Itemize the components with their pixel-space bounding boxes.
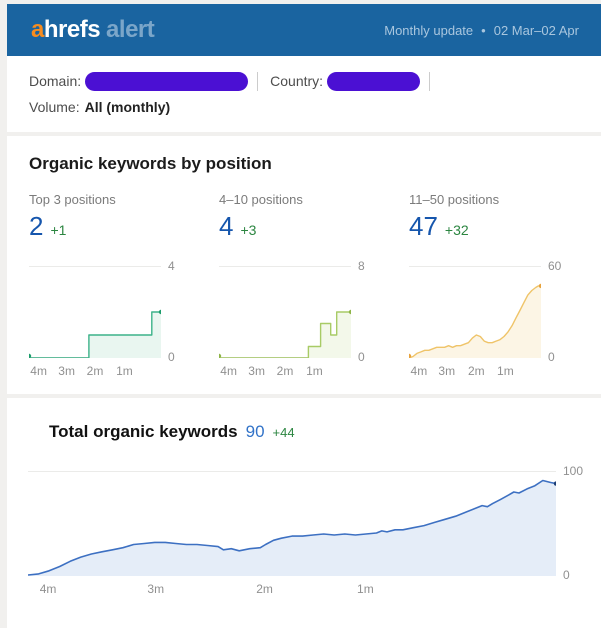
domain-country-row: Domain: Country: <box>29 69 601 93</box>
pos4to10-chart: 8 0 4m 3m 2m 1m <box>216 259 409 378</box>
total-value: 90 <box>245 422 265 441</box>
vertical-divider <box>257 71 259 91</box>
stat-4-10: 4–10 positions 4 +3 <box>219 192 409 242</box>
pos11to50-x-tick-2m: 2m <box>467 364 485 378</box>
total-y-axis-max-label: 100 <box>563 464 584 478</box>
stat-change: +3 <box>240 222 257 238</box>
stat-label: Top 3 positions <box>29 192 116 207</box>
stat-value: 47 <box>409 211 438 241</box>
total-title: Total organic keywords <box>49 422 238 441</box>
top3-x-tick-2m: 2m <box>86 364 104 378</box>
top3-x-tick-3m: 3m <box>58 364 75 378</box>
alert-email-page: ahrefs alert Monthly update • 02 Mar–02 A… <box>7 4 601 628</box>
pos11to50-x-tick-1m: 1m <box>497 364 514 378</box>
total-keywords-chart-plot <box>27 471 559 576</box>
organic-keywords-section: Organic keywords by position Top 3 posit… <box>7 136 601 394</box>
pos11to50-chart-svg <box>406 266 544 359</box>
stat-value: 2 <box>29 211 44 241</box>
logo-letter-a: a <box>31 16 44 43</box>
total-x-tick-3m: 3m <box>147 582 165 596</box>
top3-y-axis-min-label: 0 <box>168 350 175 364</box>
volume-row: Volume: All (monthly) <box>29 95 601 119</box>
pos11to50-chart-col: 60 0 4m 3m 2m 1m <box>406 259 599 378</box>
total-chart-svg <box>27 471 559 576</box>
stat-value-row: 4 +3 <box>219 211 409 242</box>
total-x-tick-2m: 2m <box>256 582 273 596</box>
ahrefs-alert-logo[interactable]: ahrefs alert <box>31 16 155 44</box>
pos4to10-y-axis-min-label: 0 <box>358 350 365 364</box>
total-title-row: Total organic keywords 90 +44 <box>7 422 601 442</box>
update-info: Monthly update • 02 Mar–02 Apr <box>384 23 579 38</box>
position-stats-row: Top 3 positions 2 +1 4–10 positions 4 +3… <box>29 192 601 242</box>
pos11to50-y-axis-min-label: 0 <box>548 350 555 364</box>
logo-alert: alert <box>106 16 155 43</box>
stat-top3: Top 3 positions 2 +1 <box>29 192 219 242</box>
country-label: Country: <box>270 73 324 89</box>
vertical-divider <box>429 71 431 91</box>
domain-redaction <box>85 71 249 91</box>
country-redaction <box>327 71 421 91</box>
stat-label: 11–50 positions <box>409 192 500 207</box>
bullet-separator: • <box>481 22 486 38</box>
top3-x-tick-1m: 1m <box>116 364 133 378</box>
volume-label: Volume: <box>29 99 80 115</box>
mini-charts-row: 4 0 4m 3m 2m 1m 8 0 4m 3m 2m 1m 60 0 4m 3m 2m 1m <box>26 259 601 378</box>
total-change: +44 <box>272 425 295 440</box>
stat-change: +1 <box>50 222 67 238</box>
top3-chart: 4 0 4m 3m 2m 1m <box>26 259 219 378</box>
total-x-tick-4m: 4m <box>39 582 57 596</box>
pos11to50-x-tick-4m: 4m <box>410 364 428 378</box>
pos11to50-y-axis-max-label: 60 <box>548 259 562 273</box>
pos4to10-x-tick-1m: 1m <box>306 364 323 378</box>
header: ahrefs alert Monthly update • 02 Mar–02 A… <box>7 4 601 56</box>
domain-label: Domain: <box>29 73 82 89</box>
total-keywords-section: Total organic keywords 90 +44 100 0 4m 3m 2m… <box>7 398 601 628</box>
top3-x-tick-4m: 4m <box>30 364 47 378</box>
stat-value-row: 2 +1 <box>29 211 219 242</box>
stat-value: 4 <box>219 211 234 241</box>
pos4to10-y-axis-max-label: 8 <box>358 259 365 273</box>
stat-value-row: 47 +32 <box>409 211 599 242</box>
pos11to50-x-tick-3m: 3m <box>438 364 456 378</box>
pos4to10-x-tick-4m: 4m <box>220 364 237 378</box>
date-range: 02 Mar–02 Apr <box>493 22 579 38</box>
update-type-label: Monthly update <box>384 22 474 38</box>
stat-11-50: 11–50 positions 47 +32 <box>409 192 599 242</box>
pos4to10-chart-col: 8 0 4m 3m 2m 1m <box>216 259 409 378</box>
pos4to10-series-line <box>219 311 351 359</box>
total-area-fill <box>28 480 556 576</box>
total-series-line <box>27 479 557 576</box>
pos4to10-x-tick-3m: 3m <box>248 364 265 378</box>
top3-y-axis-max-label: 4 <box>168 259 175 273</box>
logo-hrefs: hrefs <box>43 16 101 43</box>
pos11to50-area-fill <box>409 285 541 358</box>
top3-chart-plot <box>26 266 164 359</box>
total-x-tick-1m: 1m <box>357 582 374 596</box>
section-title: Organic keywords by position <box>29 154 272 173</box>
pos11to50-chart: 60 0 4m 3m 2m 1m <box>406 259 599 378</box>
total-keywords-chart: 100 0 4m 3m 2m 1m <box>27 464 601 596</box>
pos11to50-chart-plot <box>406 266 544 359</box>
pos4to10-x-tick-2m: 2m <box>276 364 294 378</box>
pos11to50-series-line <box>408 285 541 359</box>
stat-label: 4–10 positions <box>219 192 303 207</box>
top3-chart-col: 4 0 4m 3m 2m 1m <box>26 259 219 378</box>
stat-change: +32 <box>444 222 469 238</box>
pos4to10-chart-svg <box>216 266 354 359</box>
total-y-axis-min-label: 0 <box>563 568 570 582</box>
report-meta-card: Domain: Country: Volume: All (monthly) <box>7 56 601 132</box>
volume-value: All (monthly) <box>84 99 171 115</box>
top3-chart-svg <box>26 266 164 359</box>
pos4to10-chart-plot <box>216 266 354 359</box>
